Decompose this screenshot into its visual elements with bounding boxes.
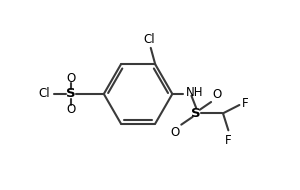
Text: F: F [225, 134, 232, 147]
Text: O: O [66, 103, 76, 116]
Text: F: F [242, 97, 248, 110]
Text: O: O [213, 88, 222, 101]
Text: Cl: Cl [38, 87, 50, 101]
Text: O: O [170, 126, 180, 139]
Text: Cl: Cl [143, 32, 155, 46]
Text: S: S [191, 107, 201, 120]
Text: NH: NH [185, 86, 203, 99]
Text: O: O [66, 72, 76, 85]
Text: S: S [66, 87, 76, 101]
